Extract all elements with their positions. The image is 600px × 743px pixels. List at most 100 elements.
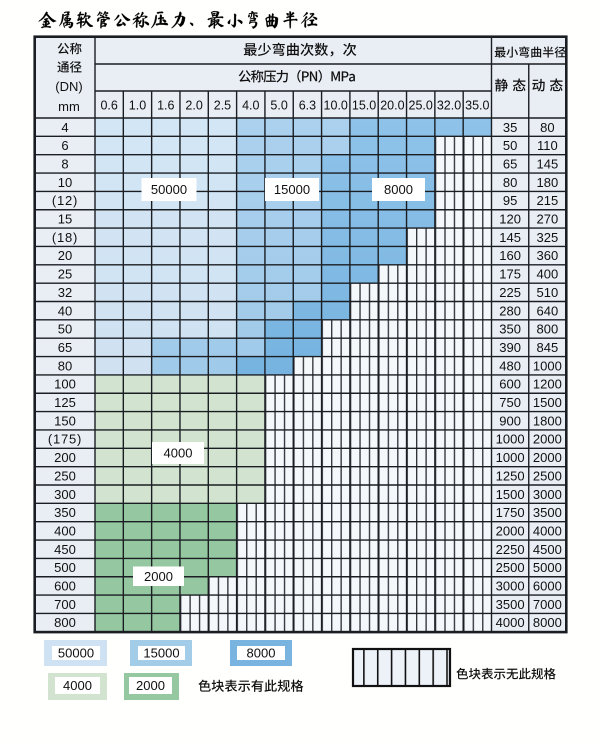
svg-text:325: 325	[537, 230, 559, 245]
svg-text:15000: 15000	[274, 182, 310, 197]
svg-text:8000: 8000	[384, 182, 413, 197]
svg-text:3500: 3500	[533, 505, 562, 520]
svg-text:6: 6	[61, 138, 68, 153]
svg-text:225: 225	[499, 285, 521, 300]
svg-text:350: 350	[499, 322, 521, 337]
svg-text:(18): (18)	[52, 230, 78, 245]
svg-text:480: 480	[499, 358, 521, 373]
svg-text:1750: 1750	[496, 505, 525, 520]
svg-text:500: 500	[54, 560, 76, 575]
svg-text:4500: 4500	[533, 542, 562, 557]
svg-text:mm: mm	[58, 99, 80, 114]
svg-text:95: 95	[503, 193, 517, 208]
svg-text:400: 400	[537, 267, 559, 282]
svg-text:250: 250	[54, 468, 76, 483]
svg-text:4000: 4000	[164, 446, 193, 461]
svg-text:50000: 50000	[58, 646, 94, 661]
svg-text:40: 40	[58, 303, 72, 318]
svg-text:1800: 1800	[533, 413, 562, 428]
svg-text:160: 160	[499, 248, 521, 263]
svg-text:2500: 2500	[496, 560, 525, 575]
svg-text:50: 50	[503, 138, 517, 153]
svg-text:4.0: 4.0	[242, 98, 259, 112]
svg-text:600: 600	[54, 579, 76, 594]
svg-text:800: 800	[54, 615, 76, 630]
svg-text:845: 845	[537, 340, 559, 355]
svg-text:1500: 1500	[533, 395, 562, 410]
svg-text:2000: 2000	[144, 569, 173, 584]
svg-text:35: 35	[503, 120, 517, 135]
svg-text:1.0: 1.0	[129, 98, 146, 112]
svg-text:900: 900	[499, 413, 521, 428]
svg-text:2000: 2000	[533, 450, 562, 465]
svg-text:270: 270	[537, 212, 559, 227]
svg-text:35.0: 35.0	[465, 98, 489, 112]
svg-text:4000: 4000	[63, 678, 92, 693]
svg-text:300: 300	[54, 487, 76, 502]
svg-text:4000: 4000	[496, 615, 525, 630]
svg-text:800: 800	[537, 322, 559, 337]
svg-text:175: 175	[499, 267, 521, 282]
svg-text:2000: 2000	[136, 678, 165, 693]
svg-text:1250: 1250	[496, 468, 525, 483]
svg-text:5000: 5000	[533, 560, 562, 575]
svg-text:100: 100	[54, 377, 76, 392]
svg-text:110: 110	[537, 138, 558, 153]
svg-text:360: 360	[537, 248, 559, 263]
svg-text:1200: 1200	[533, 377, 562, 392]
svg-text:180: 180	[537, 175, 559, 190]
svg-text:215: 215	[537, 193, 559, 208]
svg-text:750: 750	[499, 395, 521, 410]
svg-text:2500: 2500	[533, 468, 562, 483]
svg-text:4: 4	[61, 120, 68, 135]
svg-text:2250: 2250	[496, 542, 525, 557]
svg-text:80: 80	[503, 175, 517, 190]
svg-text:32.0: 32.0	[437, 98, 461, 112]
svg-text:10.0: 10.0	[324, 98, 348, 112]
svg-text:600: 600	[499, 377, 521, 392]
svg-text:15: 15	[58, 212, 72, 227]
svg-text:150: 150	[54, 413, 76, 428]
svg-text:390: 390	[499, 340, 521, 355]
svg-text:640: 640	[537, 303, 559, 318]
svg-text:120: 120	[499, 212, 521, 227]
svg-text:1.6: 1.6	[157, 98, 174, 112]
svg-text:10: 10	[58, 175, 72, 190]
svg-text:8: 8	[61, 156, 68, 171]
svg-text:15.0: 15.0	[352, 98, 376, 112]
svg-text:350: 350	[54, 505, 76, 520]
svg-text:1000: 1000	[496, 450, 525, 465]
svg-text:145: 145	[499, 230, 521, 245]
svg-text:2000: 2000	[496, 523, 525, 538]
svg-text:32: 32	[58, 285, 72, 300]
svg-text:6.3: 6.3	[299, 98, 316, 112]
svg-text:145: 145	[537, 156, 559, 171]
svg-text:200: 200	[54, 450, 76, 465]
svg-text:(12): (12)	[52, 193, 78, 208]
svg-text:80: 80	[58, 358, 72, 373]
svg-text:6000: 6000	[533, 579, 562, 594]
svg-text:0.6: 0.6	[100, 98, 117, 112]
svg-text:65: 65	[503, 156, 517, 171]
svg-text:7000: 7000	[533, 597, 562, 612]
svg-text:1500: 1500	[496, 487, 525, 502]
svg-text:25: 25	[58, 267, 72, 282]
svg-text:280: 280	[499, 303, 521, 318]
svg-text:3000: 3000	[496, 579, 525, 594]
svg-text:20: 20	[58, 248, 72, 263]
svg-text:(DN): (DN)	[55, 79, 82, 94]
svg-text:5.0: 5.0	[270, 98, 287, 112]
svg-text:450: 450	[54, 542, 76, 557]
svg-text:20.0: 20.0	[380, 98, 404, 112]
svg-text:8000: 8000	[533, 615, 562, 630]
svg-text:50000: 50000	[151, 182, 187, 197]
svg-text:2000: 2000	[533, 432, 562, 447]
svg-text:3500: 3500	[496, 597, 525, 612]
svg-text:1000: 1000	[496, 432, 525, 447]
svg-text:8000: 8000	[247, 646, 276, 661]
svg-text:2.0: 2.0	[185, 98, 202, 112]
svg-text:50: 50	[58, 322, 72, 337]
svg-text:2.5: 2.5	[214, 98, 231, 112]
svg-text:400: 400	[54, 523, 76, 538]
svg-text:80: 80	[540, 120, 554, 135]
